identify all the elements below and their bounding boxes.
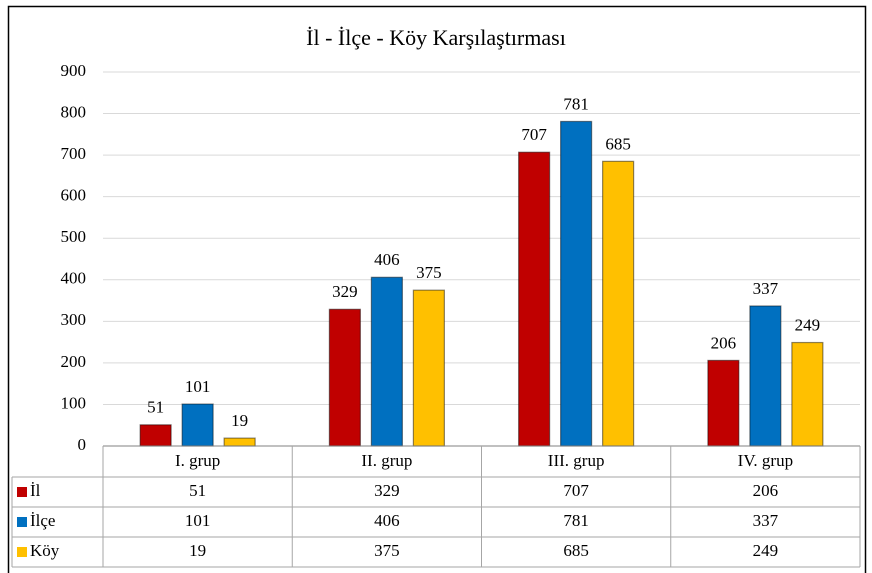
bar [707, 359, 740, 447]
x-tick-label: IV. grup [738, 451, 793, 470]
bar [749, 305, 782, 447]
table-cell: 19 [189, 541, 206, 560]
legend-label: Köy [30, 541, 60, 560]
data-label: 329 [332, 282, 358, 301]
table-cell: 206 [753, 481, 779, 500]
y-tick-label: 400 [61, 269, 87, 288]
table-cell: 101 [185, 511, 211, 530]
bar [223, 437, 256, 447]
table-cell: 685 [563, 541, 589, 560]
x-tick-label: III. grup [548, 451, 605, 470]
data-label: 406 [374, 250, 400, 269]
data-label: 375 [416, 263, 442, 282]
legend-swatch [17, 487, 27, 497]
bar [181, 403, 214, 447]
table-cell: 406 [374, 511, 400, 530]
y-tick-label: 0 [78, 435, 87, 454]
bar [518, 151, 551, 447]
legend-label: İl [30, 481, 41, 500]
chart-border [7, 5, 867, 573]
y-tick-label: 900 [61, 61, 87, 80]
chart-title: İl - İlçe - Köy Karşılaştırması [306, 25, 566, 50]
y-tick-label: 200 [61, 352, 87, 371]
data-label: 337 [753, 279, 779, 298]
y-tick-label: 700 [61, 144, 87, 163]
x-tick-label: I. grup [175, 451, 220, 470]
bar [602, 160, 635, 447]
y-tick-label: 600 [61, 186, 87, 205]
bar [791, 341, 824, 447]
table-cell: 337 [753, 511, 779, 530]
legend-swatch [17, 547, 27, 557]
y-tick-label: 500 [61, 227, 87, 246]
x-tick-label: II. grup [361, 451, 412, 470]
y-tick-label: 100 [61, 393, 87, 412]
table-cell: 707 [563, 481, 589, 500]
table-cell: 781 [563, 511, 589, 530]
legend-label: İlçe [30, 511, 55, 530]
y-tick-label: 300 [61, 310, 87, 329]
data-label: 51 [147, 398, 164, 417]
y-tick-label: 800 [61, 102, 87, 121]
data-label: 685 [605, 134, 631, 153]
data-label: 707 [521, 125, 547, 144]
bar [412, 289, 445, 447]
data-label: 249 [795, 315, 821, 334]
table-cell: 375 [374, 541, 400, 560]
data-label: 781 [563, 94, 589, 113]
table-cell: 51 [189, 481, 206, 500]
table-cell: 249 [753, 541, 779, 560]
data-label: 101 [185, 377, 211, 396]
data-label: 206 [711, 333, 737, 352]
bar [328, 308, 361, 447]
legend-swatch [17, 517, 27, 527]
data-label: 19 [231, 411, 248, 430]
bar [560, 120, 593, 447]
table-cell: 329 [374, 481, 400, 500]
bar [370, 276, 403, 447]
bar [139, 424, 172, 447]
